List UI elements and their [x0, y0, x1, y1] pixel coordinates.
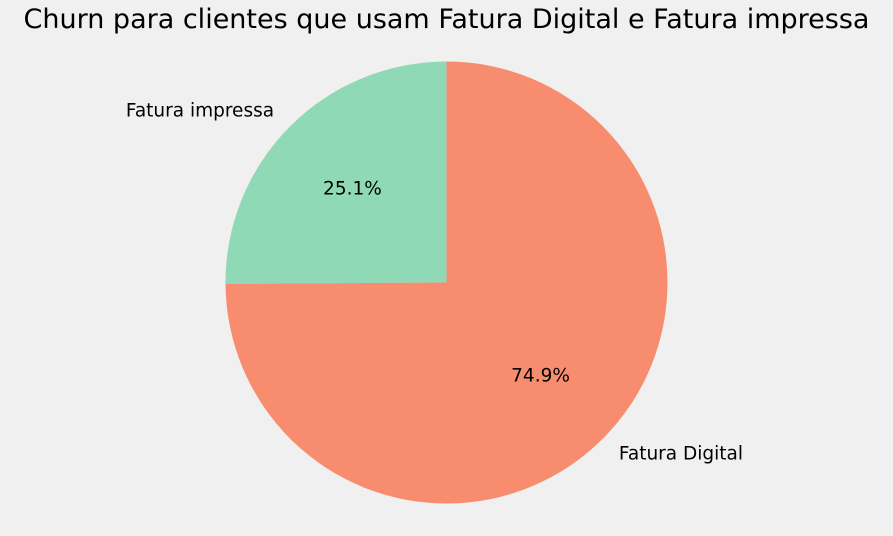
pie-slice-1 — [225, 61, 447, 284]
pie-slice-2 — [225, 61, 668, 504]
slice-label-2: Fatura Digital — [619, 443, 743, 464]
slice-label-1: Fatura impressa — [126, 101, 274, 122]
slice-percent-1: 25.1% — [323, 179, 382, 200]
chart-title: Churn para clientes que usam Fatura Digi… — [23, 4, 870, 35]
slice-percent-2: 74.9% — [511, 365, 570, 386]
